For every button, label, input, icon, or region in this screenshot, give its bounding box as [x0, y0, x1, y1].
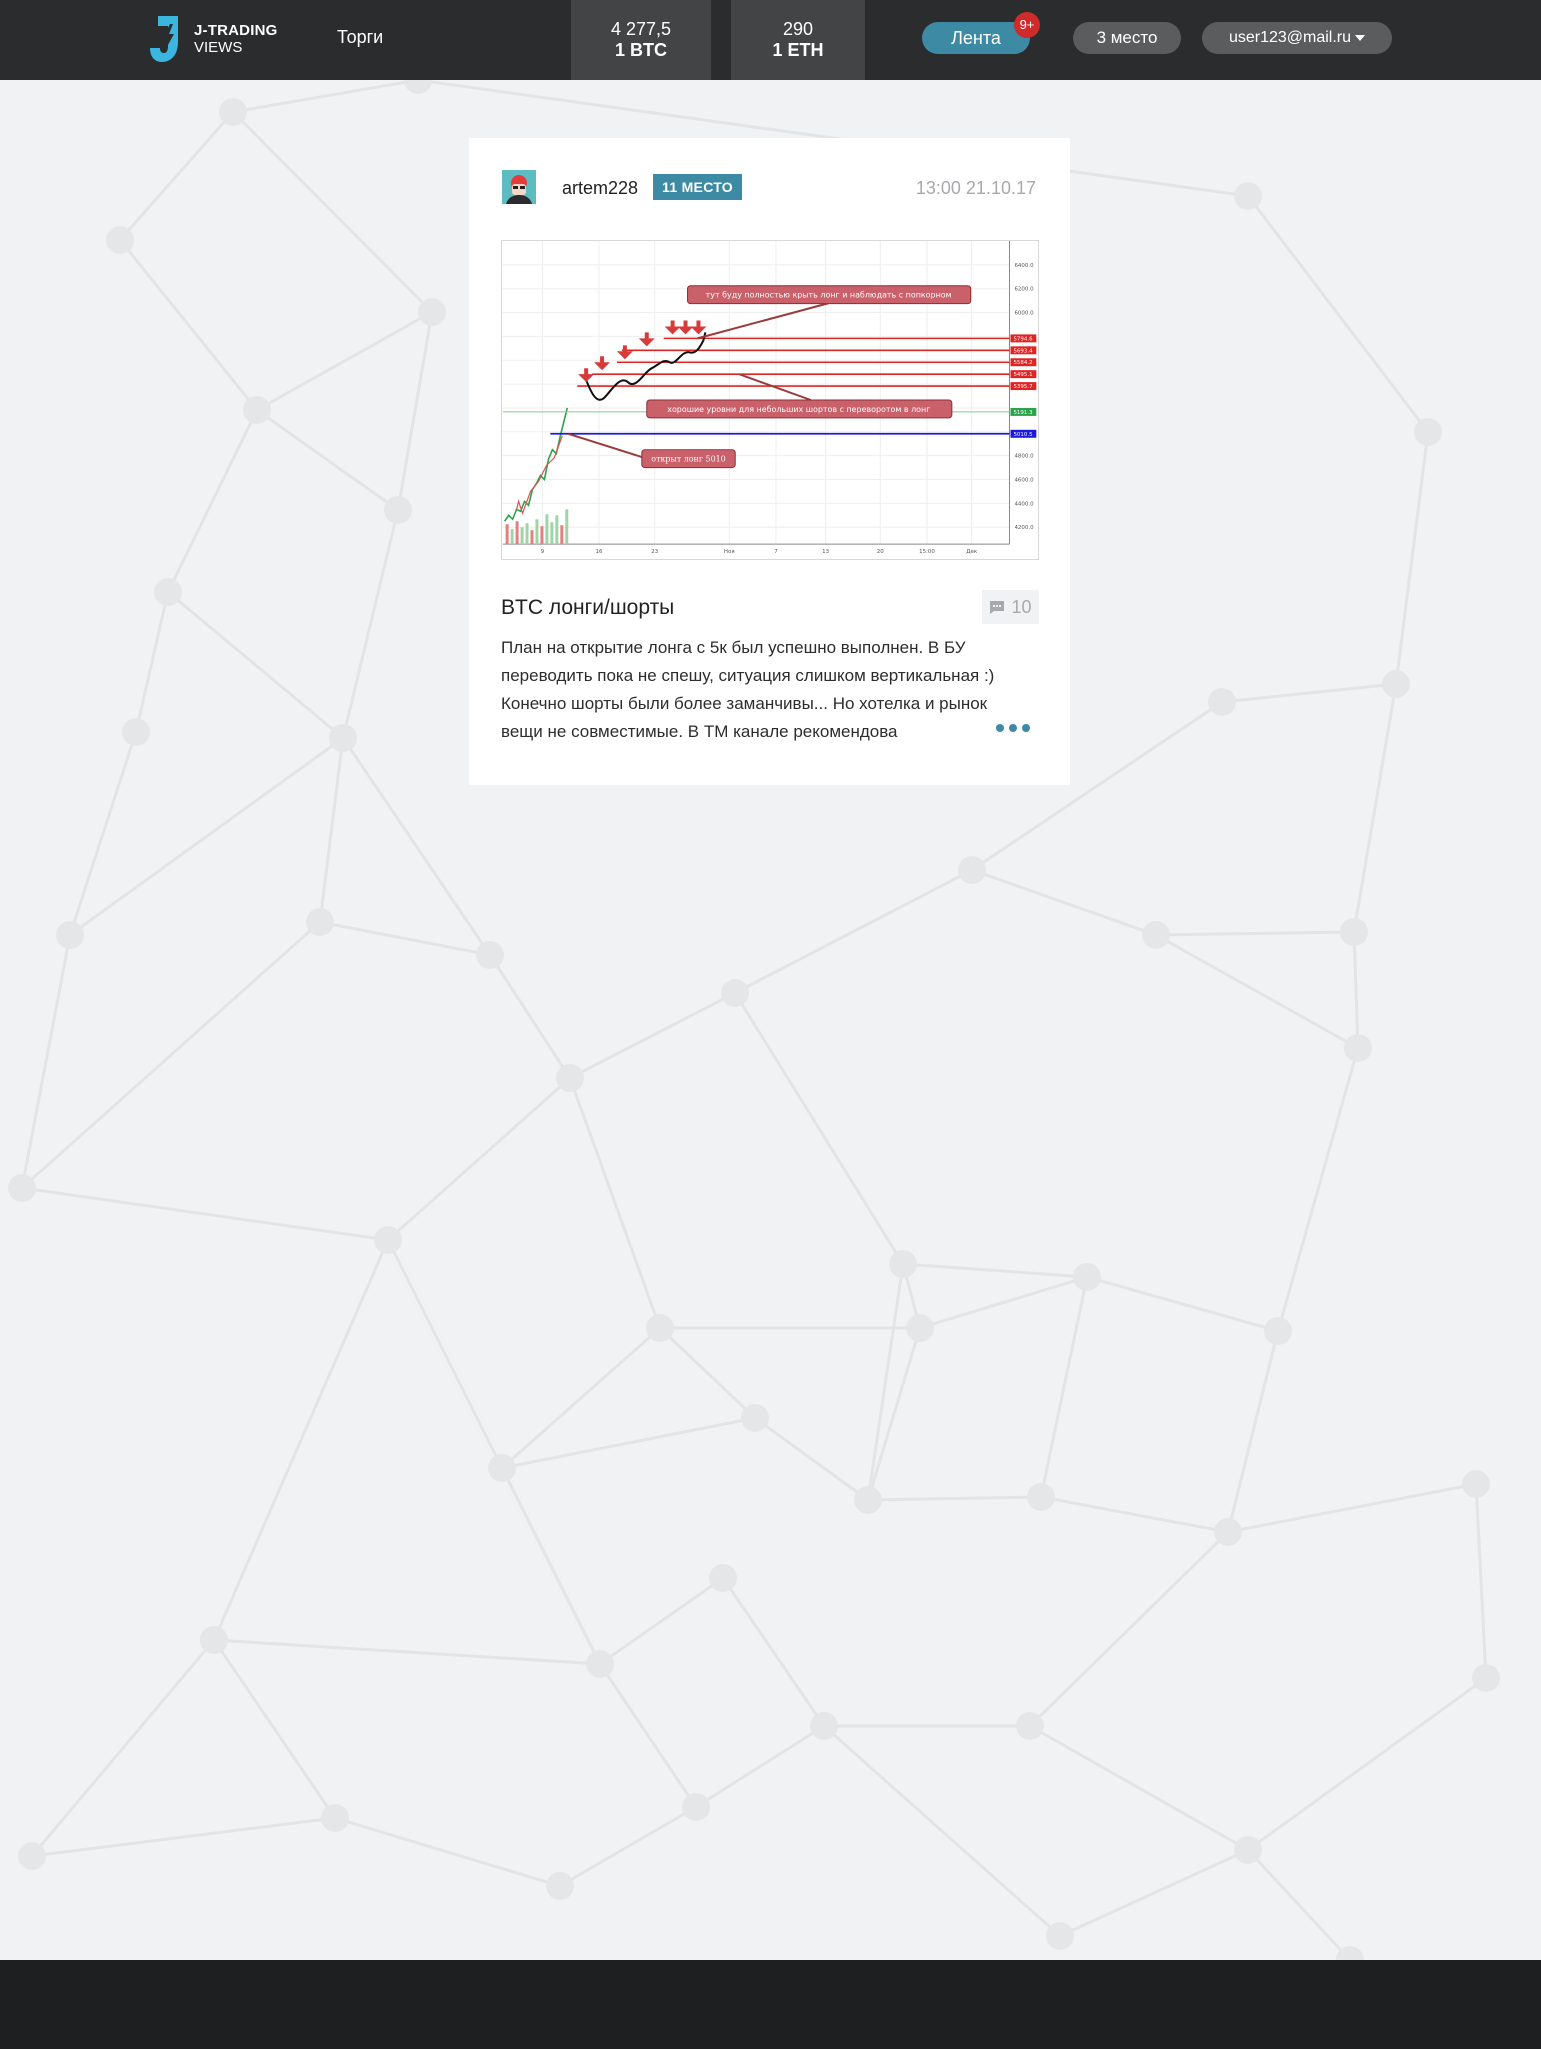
chart-y-tick-labels: 6400.0 6200.0 6000.0 4800.0 4600.0 4400.…	[1014, 263, 1034, 531]
ticker-btc-pair: 1 BTC	[614, 40, 667, 60]
chart-y-tick: 4400.0	[1014, 501, 1034, 507]
post-datetime: 13:00 21.10.17	[915, 178, 1036, 198]
chart-level-tag: 5584.2	[1013, 360, 1032, 366]
chart-projection-curve	[585, 332, 707, 401]
post-title[interactable]: BTC лонги/шорты	[501, 596, 675, 619]
comment-icon	[990, 600, 1005, 614]
user-email: user123@mail.ru	[1228, 29, 1352, 46]
chart-x-tick: 20	[877, 549, 884, 555]
comments-count: 10	[1011, 596, 1032, 617]
chart-y-tick: 6400.0	[1014, 263, 1034, 269]
chart-x-tick: 15:00	[919, 549, 935, 555]
chart-annotation-2-text: хорошие уровни для небольших шортов с пе…	[667, 405, 930, 414]
chart-x-tick: Дек	[966, 549, 978, 555]
chevron-down-icon	[1355, 34, 1366, 41]
chart-level-tag: 5495.1	[1013, 372, 1032, 378]
chart-x-tick-labels: 9 16 23 Ноя 7 13 20 15:00 Дек	[541, 549, 978, 555]
chart-x-tick: Ноя	[724, 549, 735, 555]
chart-x-tick: 13	[822, 549, 829, 555]
chart-x-tick: 16	[596, 549, 603, 555]
chart-x-tick: 23	[651, 549, 658, 555]
more-dot-icon	[1022, 724, 1030, 732]
page-footer	[0, 1960, 1541, 2049]
comments-button[interactable]: 10	[982, 590, 1039, 624]
post-body-text: План на открытие лонга с 5к был успешно …	[501, 638, 995, 741]
feed-button[interactable]: Лента	[922, 22, 1030, 54]
chart-annotation-1: тут буду полностью крыть лонг и наблюдат…	[687, 285, 972, 340]
post-card[interactable]: artem228 11 МЕСТО 13:00 21.10.17	[469, 138, 1070, 785]
post-chart-image[interactable]: тут буду полностью крыть лонг и наблюдат…	[501, 240, 1039, 560]
logo-title: J-TRADING	[194, 22, 278, 39]
author-rank-badge: 11 МЕСТО	[653, 174, 742, 200]
more-dot-icon	[1009, 724, 1017, 732]
avatar[interactable]	[502, 170, 536, 204]
rank-place-button[interactable]: 3 место	[1073, 22, 1181, 54]
logo-bolt-icon	[150, 16, 178, 62]
ticker-btc[interactable]: 4 277,5 1 BTC	[571, 0, 711, 80]
chart-level-tag: 5010.5	[1013, 432, 1032, 438]
nav-trades-link[interactable]: Торги	[337, 27, 384, 47]
user-menu-button[interactable]: user123@mail.ru	[1202, 22, 1392, 54]
chart-price-line	[504, 407, 569, 522]
chart-y-tick: 4200.0	[1014, 525, 1034, 531]
chart-x-tick: 7	[774, 549, 777, 555]
ticker-btc-value: 4 277,5	[610, 19, 672, 39]
chart-y-tick: 4600.0	[1014, 477, 1034, 483]
chart-arrow-markers	[578, 320, 707, 383]
chart-annotation-2: хорошие уровни для небольших шортов с пе…	[646, 373, 953, 419]
chart-level-tag: 5191.3	[1013, 410, 1033, 416]
more-dot-icon	[996, 724, 1004, 732]
background-network-pattern	[8, 80, 1500, 1960]
ticker-eth-pair: 1 ETH	[772, 40, 824, 60]
chart-x-tick: 9	[541, 549, 545, 555]
chart-resistance-levels	[577, 337, 1010, 387]
logo-subtitle: VIEWS	[194, 39, 243, 56]
feed-notification-badge: 9+	[1014, 12, 1040, 38]
chart-annotation-3: открыт лонг 5010	[567, 432, 736, 469]
ticker-eth-value: 290	[782, 19, 814, 39]
chart-level-tag: 5395.7	[1013, 384, 1032, 390]
logo[interactable]: J-TRADING VIEWS	[148, 14, 277, 64]
chart-y-tick: 4800.0	[1014, 454, 1034, 460]
post-author[interactable]: artem228	[562, 178, 639, 198]
read-more-button[interactable]	[996, 724, 1030, 732]
chart-y-tick: 6000.0	[1014, 311, 1034, 317]
chart-level-tag: 5794.6	[1013, 336, 1033, 342]
chart-volume-bars	[505, 509, 569, 545]
top-header: J-TRADING VIEWS Торги 4 277,5 1 BTC 290 …	[0, 0, 1541, 80]
chart-y-tick: 6200.0	[1014, 287, 1034, 293]
chart-level-tag: 5693.4	[1013, 348, 1033, 354]
chart-annotation-3-text: открыт лонг 5010	[651, 455, 725, 464]
chart-price-wick	[516, 435, 563, 516]
ticker-eth[interactable]: 290 1 ETH	[731, 0, 865, 80]
chart-level-tags: 5794.6 5693.4 5584.2 5495.1 5395.7 5191.…	[1010, 334, 1037, 438]
chart-annotation-1-text: тут буду полностью крыть лонг и наблюдат…	[706, 291, 952, 300]
